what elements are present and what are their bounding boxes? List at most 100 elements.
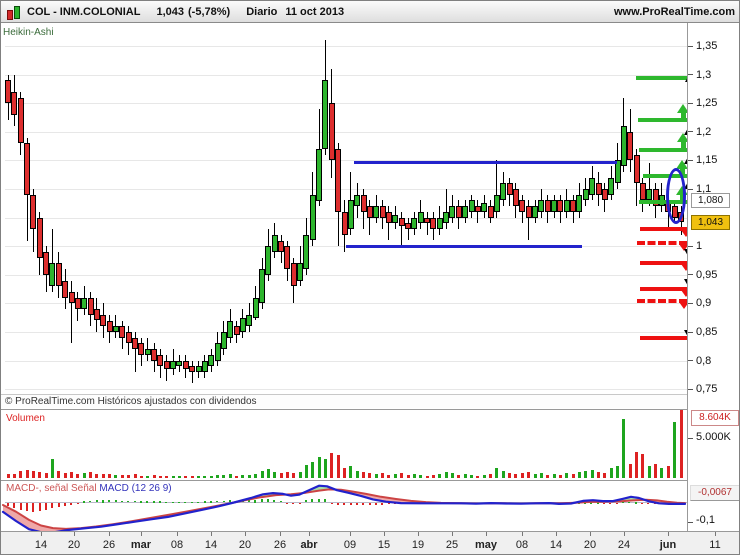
site-link[interactable]: www.ProRealTime.com	[613, 5, 735, 18]
time-axis-label: 08	[515, 539, 529, 551]
symbol-title: COL - INM.COLONIAL	[27, 5, 141, 18]
support-line-red[interactable]	[640, 287, 689, 292]
volume-bar	[501, 470, 505, 478]
chart-style-label: Heikin-Ashi	[3, 27, 54, 38]
price-axis-tick	[688, 45, 693, 47]
volume-bar	[362, 472, 365, 478]
macd-histogram-bar	[64, 502, 66, 506]
macd-histogram-bar	[375, 502, 377, 505]
volume-panel[interactable]: Volumen	[1, 409, 739, 479]
candle-body	[474, 206, 481, 212]
timeframe-label[interactable]: Diario	[246, 5, 278, 18]
volume-bar	[273, 471, 277, 478]
time-axis-label: 11	[709, 539, 721, 551]
candle-body	[335, 149, 342, 212]
grid-line	[5, 389, 687, 391]
candle-body	[595, 183, 602, 195]
volume-bar	[6, 474, 10, 478]
green-up-arrow-icon[interactable]	[677, 104, 689, 114]
macd-histogram-bar	[647, 502, 649, 504]
time-axis-tick	[452, 532, 453, 536]
volume-bar	[247, 474, 251, 478]
price-axis-tick	[688, 331, 693, 333]
support-line-red[interactable]	[640, 261, 689, 266]
volume-bar	[70, 472, 73, 478]
macd-histogram-bar	[616, 502, 618, 504]
time-axis-tick	[624, 532, 625, 536]
time-axis-tick	[211, 532, 212, 536]
volume-bar	[95, 474, 99, 478]
candle-body	[119, 326, 126, 338]
candle-body	[354, 194, 361, 207]
support-line-red-dashed[interactable]	[637, 240, 687, 245]
time-axis-label: 20	[67, 539, 81, 551]
candle-body	[62, 280, 69, 298]
candle-wick	[51, 229, 53, 292]
resistance-line-green[interactable]	[639, 200, 691, 205]
volume-bar	[546, 474, 550, 478]
candle-body	[201, 360, 208, 372]
time-axis-tick	[486, 532, 487, 536]
candle-wick	[648, 163, 650, 207]
macd-histogram-bar	[20, 502, 22, 511]
volume-bar	[165, 475, 169, 478]
macd-histogram-bar	[261, 499, 263, 503]
grid-line	[5, 303, 687, 305]
macd-histogram-bar	[210, 501, 212, 503]
volume-bar	[419, 474, 423, 478]
time-axis-label: 20	[238, 539, 252, 551]
macd-histogram-bar	[140, 501, 142, 503]
time-axis-label: 08	[170, 539, 184, 551]
volume-bar	[597, 471, 600, 478]
resistance-line-green[interactable]	[643, 174, 691, 179]
volume-bar	[184, 475, 188, 478]
volume-bar	[228, 474, 232, 478]
candle-body	[646, 189, 653, 201]
resistance-line-green[interactable]	[638, 118, 691, 123]
volume-bar	[476, 475, 480, 478]
volume-bar	[12, 474, 16, 478]
support-line-red-dashed[interactable]	[637, 298, 687, 303]
resistance-line-green[interactable]	[636, 75, 691, 80]
candle-body	[132, 337, 138, 350]
volume-bar	[393, 474, 397, 478]
support-line-red[interactable]	[640, 227, 689, 231]
price-axis[interactable]: 1,080 1,043 8.604K 5.000K -0,0067 -0,1 1…	[687, 23, 739, 531]
macd-histogram-bar	[108, 500, 110, 503]
volume-bar	[304, 465, 308, 478]
support-line-red[interactable]	[640, 335, 689, 340]
date-label: 11 oct 2013	[285, 5, 345, 18]
time-axis-tick	[715, 532, 716, 536]
time-axis-tick	[556, 532, 557, 536]
volume-bar	[177, 476, 181, 478]
green-up-arrow-icon[interactable]	[676, 160, 688, 170]
grid-line	[5, 160, 687, 162]
time-axis-tick	[350, 532, 351, 536]
trendline-blue[interactable]	[346, 244, 582, 248]
trendline-blue[interactable]	[354, 160, 617, 164]
candle-body	[500, 183, 507, 201]
volume-bar	[374, 474, 378, 478]
time-axis[interactable]: 14 20 26 mar 08 14 20 26 abr 09 15 19 25 may 08 14 20 24 j…	[1, 531, 739, 554]
time-axis-label: 24	[617, 539, 631, 551]
macd-axis-tick	[688, 521, 693, 523]
volume-bar	[44, 472, 48, 478]
volume-bar	[114, 475, 118, 478]
price-axis-tick	[688, 188, 693, 190]
macd-histogram-bar	[331, 502, 333, 505]
macd-histogram-bar	[267, 499, 269, 503]
volume-bar	[450, 473, 454, 478]
resistance-line-green[interactable]	[639, 148, 691, 153]
candle-wick	[388, 206, 390, 241]
level-price-tag: 1,080	[691, 193, 730, 209]
red-down-arrowhead-icon	[681, 230, 691, 237]
candle-body	[17, 97, 24, 144]
macd-panel[interactable]: MACD-, señal Señal MACD (12 26 9)	[1, 480, 739, 534]
time-axis-tick	[668, 532, 669, 536]
time-axis-label: 14	[34, 539, 48, 551]
price-panel[interactable]: Heikin-Ashi © ProRealTime.com Históricos…	[1, 23, 739, 408]
volume-bar	[520, 473, 524, 478]
ellipse-annotation[interactable]	[666, 167, 686, 224]
green-up-arrow-icon[interactable]	[677, 132, 689, 142]
price-plot-area[interactable]	[5, 23, 693, 394]
